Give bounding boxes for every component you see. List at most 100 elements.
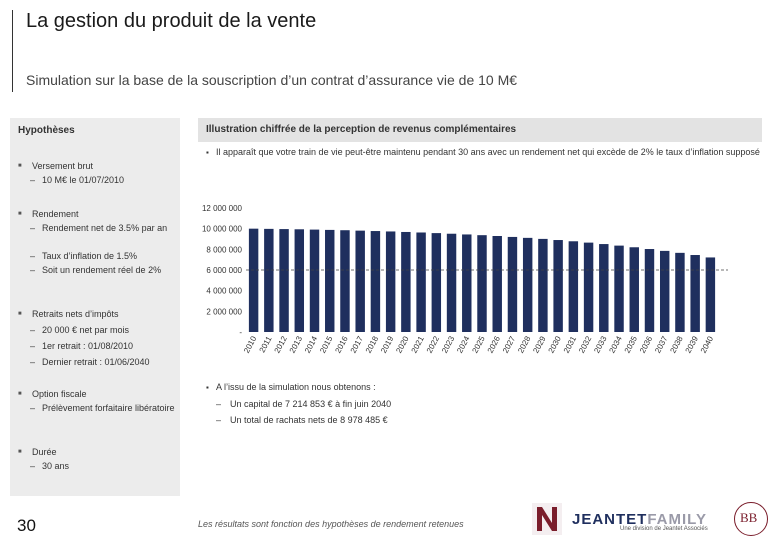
x-tick-label: 2038	[668, 334, 685, 354]
bar	[705, 257, 716, 332]
x-tick-label: 2019	[379, 334, 396, 354]
y-tick-label: 12 000 000	[202, 204, 243, 213]
y-tick-label: -	[239, 328, 242, 337]
hypothesis-sub: 1er retrait : 01/08/2010	[30, 340, 180, 352]
x-tick-label: 2027	[501, 334, 518, 354]
page-subtitle: Simulation sur la base de la souscriptio…	[26, 72, 518, 88]
bar	[340, 230, 350, 332]
jeantet-family-logo: JEANTETFAMILY	[572, 511, 707, 528]
x-tick-label: 2022	[425, 334, 442, 354]
bar	[629, 247, 639, 332]
bar	[309, 229, 320, 332]
hypothesis-sub: 30 ans	[30, 460, 180, 472]
bar	[370, 231, 381, 332]
bar	[675, 252, 685, 332]
bar	[355, 230, 365, 332]
title-rule	[12, 10, 13, 92]
x-tick-label: 2012	[273, 334, 290, 354]
x-tick-label: 2021	[410, 334, 427, 354]
result-withdrawals: Un total de rachats nets de 8 978 485 €	[216, 415, 388, 425]
n-logo-icon	[532, 503, 562, 535]
x-tick-label: 2033	[592, 334, 609, 354]
x-tick-label: 2011	[258, 334, 274, 354]
x-tick-label: 2010	[242, 334, 259, 354]
bar	[507, 236, 518, 332]
bar	[385, 231, 396, 332]
bar	[294, 229, 305, 332]
illustration-note: Il apparaît que votre train de vie peut-…	[206, 147, 764, 158]
bar	[492, 236, 502, 332]
bar	[401, 231, 411, 332]
x-tick-label: 2026	[486, 334, 503, 354]
hypothesis-label: Retraits nets d’impôts	[18, 308, 119, 320]
y-tick-label: 6 000 000	[206, 266, 242, 275]
hypothesis-label: Option fiscale	[18, 388, 87, 400]
x-tick-label: 2029	[531, 334, 548, 354]
x-tick-label: 2025	[470, 334, 487, 354]
y-tick-label: 10 000 000	[202, 225, 243, 234]
footer-disclaimer: Les résultats sont fonction des hypothès…	[198, 519, 464, 529]
hypothesis-sub: 20 000 € net par mois	[30, 324, 180, 336]
hypotheses-header: Hypothèses	[10, 118, 180, 142]
bar	[614, 245, 624, 332]
hypothesis-label: Durée	[18, 446, 57, 458]
hypotheses-heading: Hypothèses	[18, 125, 75, 136]
bar	[446, 233, 457, 332]
logo-text-b: FAMILY	[647, 511, 707, 528]
x-tick-label: 2035	[623, 334, 640, 354]
bar	[462, 234, 472, 332]
x-tick-label: 2020	[394, 334, 411, 354]
x-tick-label: 2030	[547, 334, 564, 354]
bar	[248, 228, 259, 332]
bar	[538, 238, 548, 332]
bar	[553, 240, 563, 332]
bar	[583, 242, 594, 332]
bar	[477, 235, 487, 332]
illustration-heading: Illustration chiffrée de la perception d…	[206, 124, 517, 135]
bb-logo: BB	[734, 502, 768, 536]
bar	[279, 229, 289, 332]
bar	[431, 233, 442, 332]
x-tick-label: 2018	[364, 334, 381, 354]
x-tick-label: 2013	[288, 334, 305, 354]
bar	[599, 244, 609, 332]
result-capital: Un capital de 7 214 853 € à fin juin 204…	[216, 399, 391, 409]
x-tick-label: 2028	[516, 334, 533, 354]
revenue-bar-chart: 12 000 000 10 000 000 8 000 000 6 000 000 4 …	[202, 204, 728, 355]
logo-subtitle: Une division de Jeantet Associés	[620, 526, 708, 532]
y-tick-label: 8 000 000	[206, 245, 242, 254]
bar	[264, 228, 274, 332]
bar	[568, 241, 579, 332]
result-intro: A l’issu de la simulation nous obtenons …	[206, 382, 376, 393]
bb-logo-text: BB	[740, 510, 758, 525]
hypothesis-sub: 10 M€ le 01/07/2010	[30, 174, 180, 186]
bar	[659, 250, 670, 332]
illustration-header: Illustration chiffrée de la perception d…	[198, 118, 762, 142]
x-tick-label: 2039	[684, 334, 701, 354]
x-tick-label: 2015	[318, 334, 335, 354]
bar	[416, 232, 426, 332]
bar	[325, 229, 335, 332]
x-tick-label: 2037	[653, 334, 670, 354]
hypothesis-sub: Rendement net de 3.5% par an	[30, 222, 180, 234]
logo-text-a: JEANTET	[572, 511, 648, 528]
hypothesis-sub: Taux d’inflation de 1.5%	[30, 250, 180, 262]
x-tick-label: 2023	[440, 334, 457, 354]
hypothesis-sub: Prélèvement forfaitaire libératoire	[30, 402, 180, 414]
x-tick-label: 2017	[349, 334, 366, 354]
x-tick-label: 2014	[303, 334, 320, 354]
bar	[522, 237, 533, 332]
bar	[690, 255, 700, 332]
hypothesis-label: Rendement	[18, 208, 79, 220]
y-tick-label: 2 000 000	[206, 307, 242, 316]
x-tick-label: 2016	[333, 334, 350, 354]
hypothesis-sub: Soit un rendement réel de 2%	[30, 264, 180, 276]
x-tick-label: 2034	[607, 334, 624, 354]
x-tick-label: 2032	[577, 334, 594, 354]
hypothesis-label: Versement brut	[18, 160, 93, 172]
x-tick-label: 2024	[455, 334, 472, 354]
x-tick-label: 2040	[699, 334, 716, 354]
page-title: La gestion du produit de la vente	[26, 10, 317, 32]
x-tick-label: 2031	[562, 334, 579, 354]
x-tick-label: 2036	[638, 334, 655, 354]
